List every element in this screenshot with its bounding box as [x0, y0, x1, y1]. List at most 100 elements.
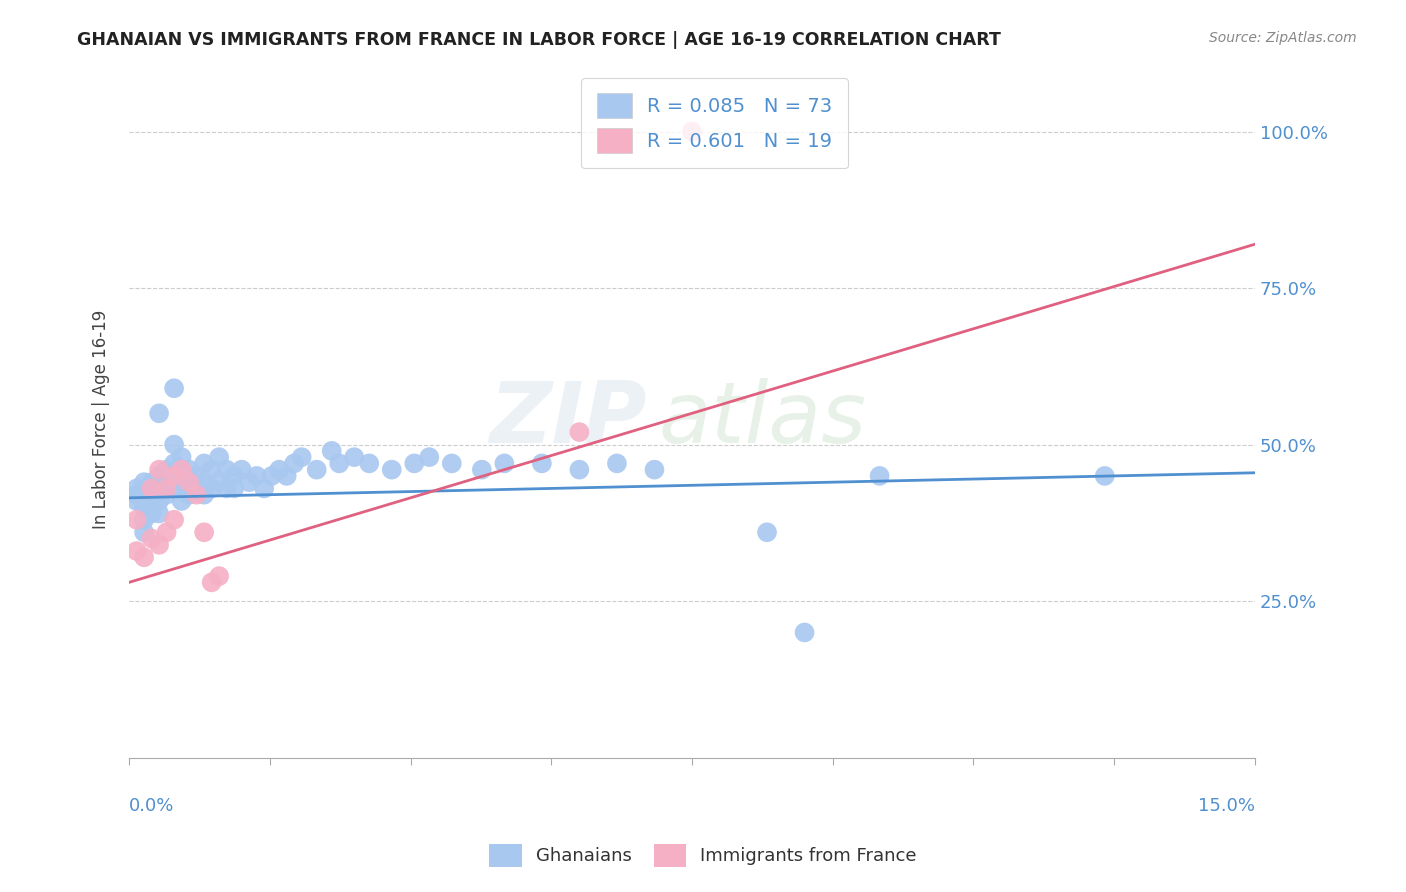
Point: [179, 475, 201, 490]
Text: ZIP: ZIP: [489, 378, 647, 461]
Point: [253, 482, 276, 496]
Point: [440, 456, 463, 470]
Point: [869, 469, 891, 483]
Point: [343, 450, 366, 464]
Point: [170, 450, 193, 464]
Point: [132, 513, 155, 527]
Point: [681, 124, 703, 138]
Text: GHANAIAN VS IMMIGRANTS FROM FRANCE IN LABOR FORCE | AGE 16-19 CORRELATION CHART: GHANAIAN VS IMMIGRANTS FROM FRANCE IN LA…: [77, 31, 1001, 49]
Point: [793, 625, 815, 640]
Point: [208, 569, 231, 583]
Point: [321, 443, 343, 458]
Point: [125, 482, 148, 496]
Point: [170, 475, 193, 490]
Point: [163, 482, 186, 496]
Point: [179, 463, 201, 477]
Point: [163, 456, 186, 470]
Point: [1094, 469, 1116, 483]
Point: [260, 469, 283, 483]
Point: [132, 550, 155, 565]
Point: [132, 475, 155, 490]
Point: [163, 513, 186, 527]
Point: [132, 525, 155, 540]
Point: [328, 456, 350, 470]
Point: [606, 456, 628, 470]
Point: [141, 532, 163, 546]
Point: [155, 475, 177, 490]
Y-axis label: In Labor Force | Age 16-19: In Labor Force | Age 16-19: [93, 310, 110, 529]
Point: [132, 488, 155, 502]
Point: [215, 482, 238, 496]
Point: [381, 463, 404, 477]
Point: [224, 482, 246, 496]
Point: [148, 463, 170, 477]
Point: [132, 500, 155, 515]
Text: 15.0%: 15.0%: [1198, 797, 1256, 814]
Point: [163, 469, 186, 483]
Point: [193, 525, 215, 540]
Text: 0.0%: 0.0%: [129, 797, 174, 814]
Point: [148, 406, 170, 420]
Point: [193, 475, 215, 490]
Point: [141, 507, 163, 521]
Point: [155, 463, 177, 477]
Point: [179, 475, 201, 490]
Point: [568, 425, 591, 439]
Legend: R = 0.085   N = 73, R = 0.601   N = 19: R = 0.085 N = 73, R = 0.601 N = 19: [581, 78, 848, 169]
Point: [418, 450, 440, 464]
Point: [141, 500, 163, 515]
Point: [283, 456, 305, 470]
Point: [141, 475, 163, 490]
Point: [155, 488, 177, 502]
Point: [208, 450, 231, 464]
Point: [141, 482, 163, 496]
Point: [530, 456, 553, 470]
Point: [201, 482, 224, 496]
Point: [141, 494, 163, 508]
Point: [125, 488, 148, 502]
Point: [643, 463, 665, 477]
Point: [246, 469, 269, 483]
Point: [224, 469, 246, 483]
Point: [215, 463, 238, 477]
Point: [568, 463, 591, 477]
Point: [201, 463, 224, 477]
Point: [193, 456, 215, 470]
Point: [471, 463, 494, 477]
Point: [186, 488, 208, 502]
Point: [179, 488, 201, 502]
Point: [186, 469, 208, 483]
Text: Source: ZipAtlas.com: Source: ZipAtlas.com: [1209, 31, 1357, 45]
Point: [231, 463, 253, 477]
Point: [163, 437, 186, 451]
Point: [163, 381, 186, 395]
Point: [148, 482, 170, 496]
Point: [148, 538, 170, 552]
Point: [125, 544, 148, 558]
Point: [305, 463, 328, 477]
Point: [291, 450, 314, 464]
Point: [155, 482, 177, 496]
Point: [148, 494, 170, 508]
Point: [155, 525, 177, 540]
Point: [404, 456, 426, 470]
Point: [276, 469, 298, 483]
Point: [201, 575, 224, 590]
Point: [208, 475, 231, 490]
Point: [148, 507, 170, 521]
Point: [148, 469, 170, 483]
Point: [269, 463, 291, 477]
Point: [141, 488, 163, 502]
Point: [125, 513, 148, 527]
Point: [170, 463, 193, 477]
Point: [170, 494, 193, 508]
Point: [141, 482, 163, 496]
Point: [756, 525, 779, 540]
Point: [193, 488, 215, 502]
Point: [125, 494, 148, 508]
Text: atlas: atlas: [658, 378, 866, 461]
Legend: Ghanaians, Immigrants from France: Ghanaians, Immigrants from France: [482, 837, 924, 874]
Point: [186, 482, 208, 496]
Point: [494, 456, 516, 470]
Point: [238, 475, 260, 490]
